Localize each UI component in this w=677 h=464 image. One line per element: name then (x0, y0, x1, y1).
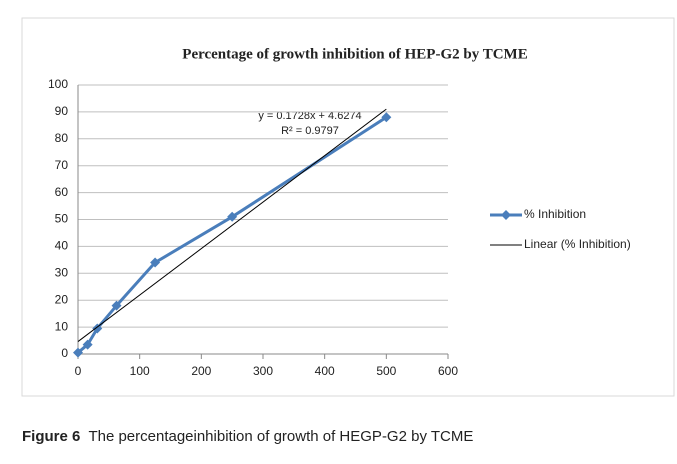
trend-r-squared: R² = 0.9797 (281, 125, 339, 137)
chart-title: Percentage of growth inhibition of HEP-G… (182, 46, 527, 62)
chart: Percentage of growth inhibition of HEP-G… (21, 17, 675, 397)
data-point (92, 323, 103, 334)
trend-line (77, 108, 387, 342)
x-tick-label: 600 (438, 364, 458, 378)
x-tick-label: 300 (253, 364, 273, 378)
data-point (82, 339, 93, 350)
y-tick-label: 70 (55, 158, 69, 172)
x-tick-label: 200 (191, 364, 211, 378)
legend-label: Linear (% Inhibition) (524, 237, 631, 251)
x-tick-label: 400 (315, 364, 335, 378)
caption-label: Figure 6 (22, 428, 81, 445)
data-point (111, 300, 122, 311)
x-tick-label: 500 (376, 364, 396, 378)
y-tick-label: 10 (55, 319, 69, 333)
x-tick-label: 0 (75, 364, 82, 378)
y-tick-label: 80 (55, 131, 69, 145)
y-tick-label: 40 (55, 239, 69, 253)
caption: Figure 6 The percentageinhibition of gro… (22, 428, 473, 445)
legend-marker (501, 210, 511, 220)
y-tick-label: 60 (55, 185, 69, 199)
y-tick-label: 20 (55, 292, 69, 306)
y-tick-label: 0 (61, 346, 68, 360)
chart-border (21, 17, 675, 397)
y-tick-label: 100 (48, 77, 68, 91)
x-tick-label: 100 (130, 364, 150, 378)
data-point (381, 112, 392, 123)
legend-label: % Inhibition (524, 207, 586, 221)
caption-text: The percentageinhibition of growth of HE… (88, 428, 474, 445)
trend-equation: y = 0.1728x + 4.6274 (258, 110, 361, 122)
y-tick-label: 90 (55, 104, 69, 118)
y-tick-label: 50 (55, 212, 69, 226)
y-tick-label: 30 (55, 265, 69, 279)
data-point (227, 211, 238, 222)
data-point (150, 257, 161, 268)
data-point (73, 347, 83, 358)
